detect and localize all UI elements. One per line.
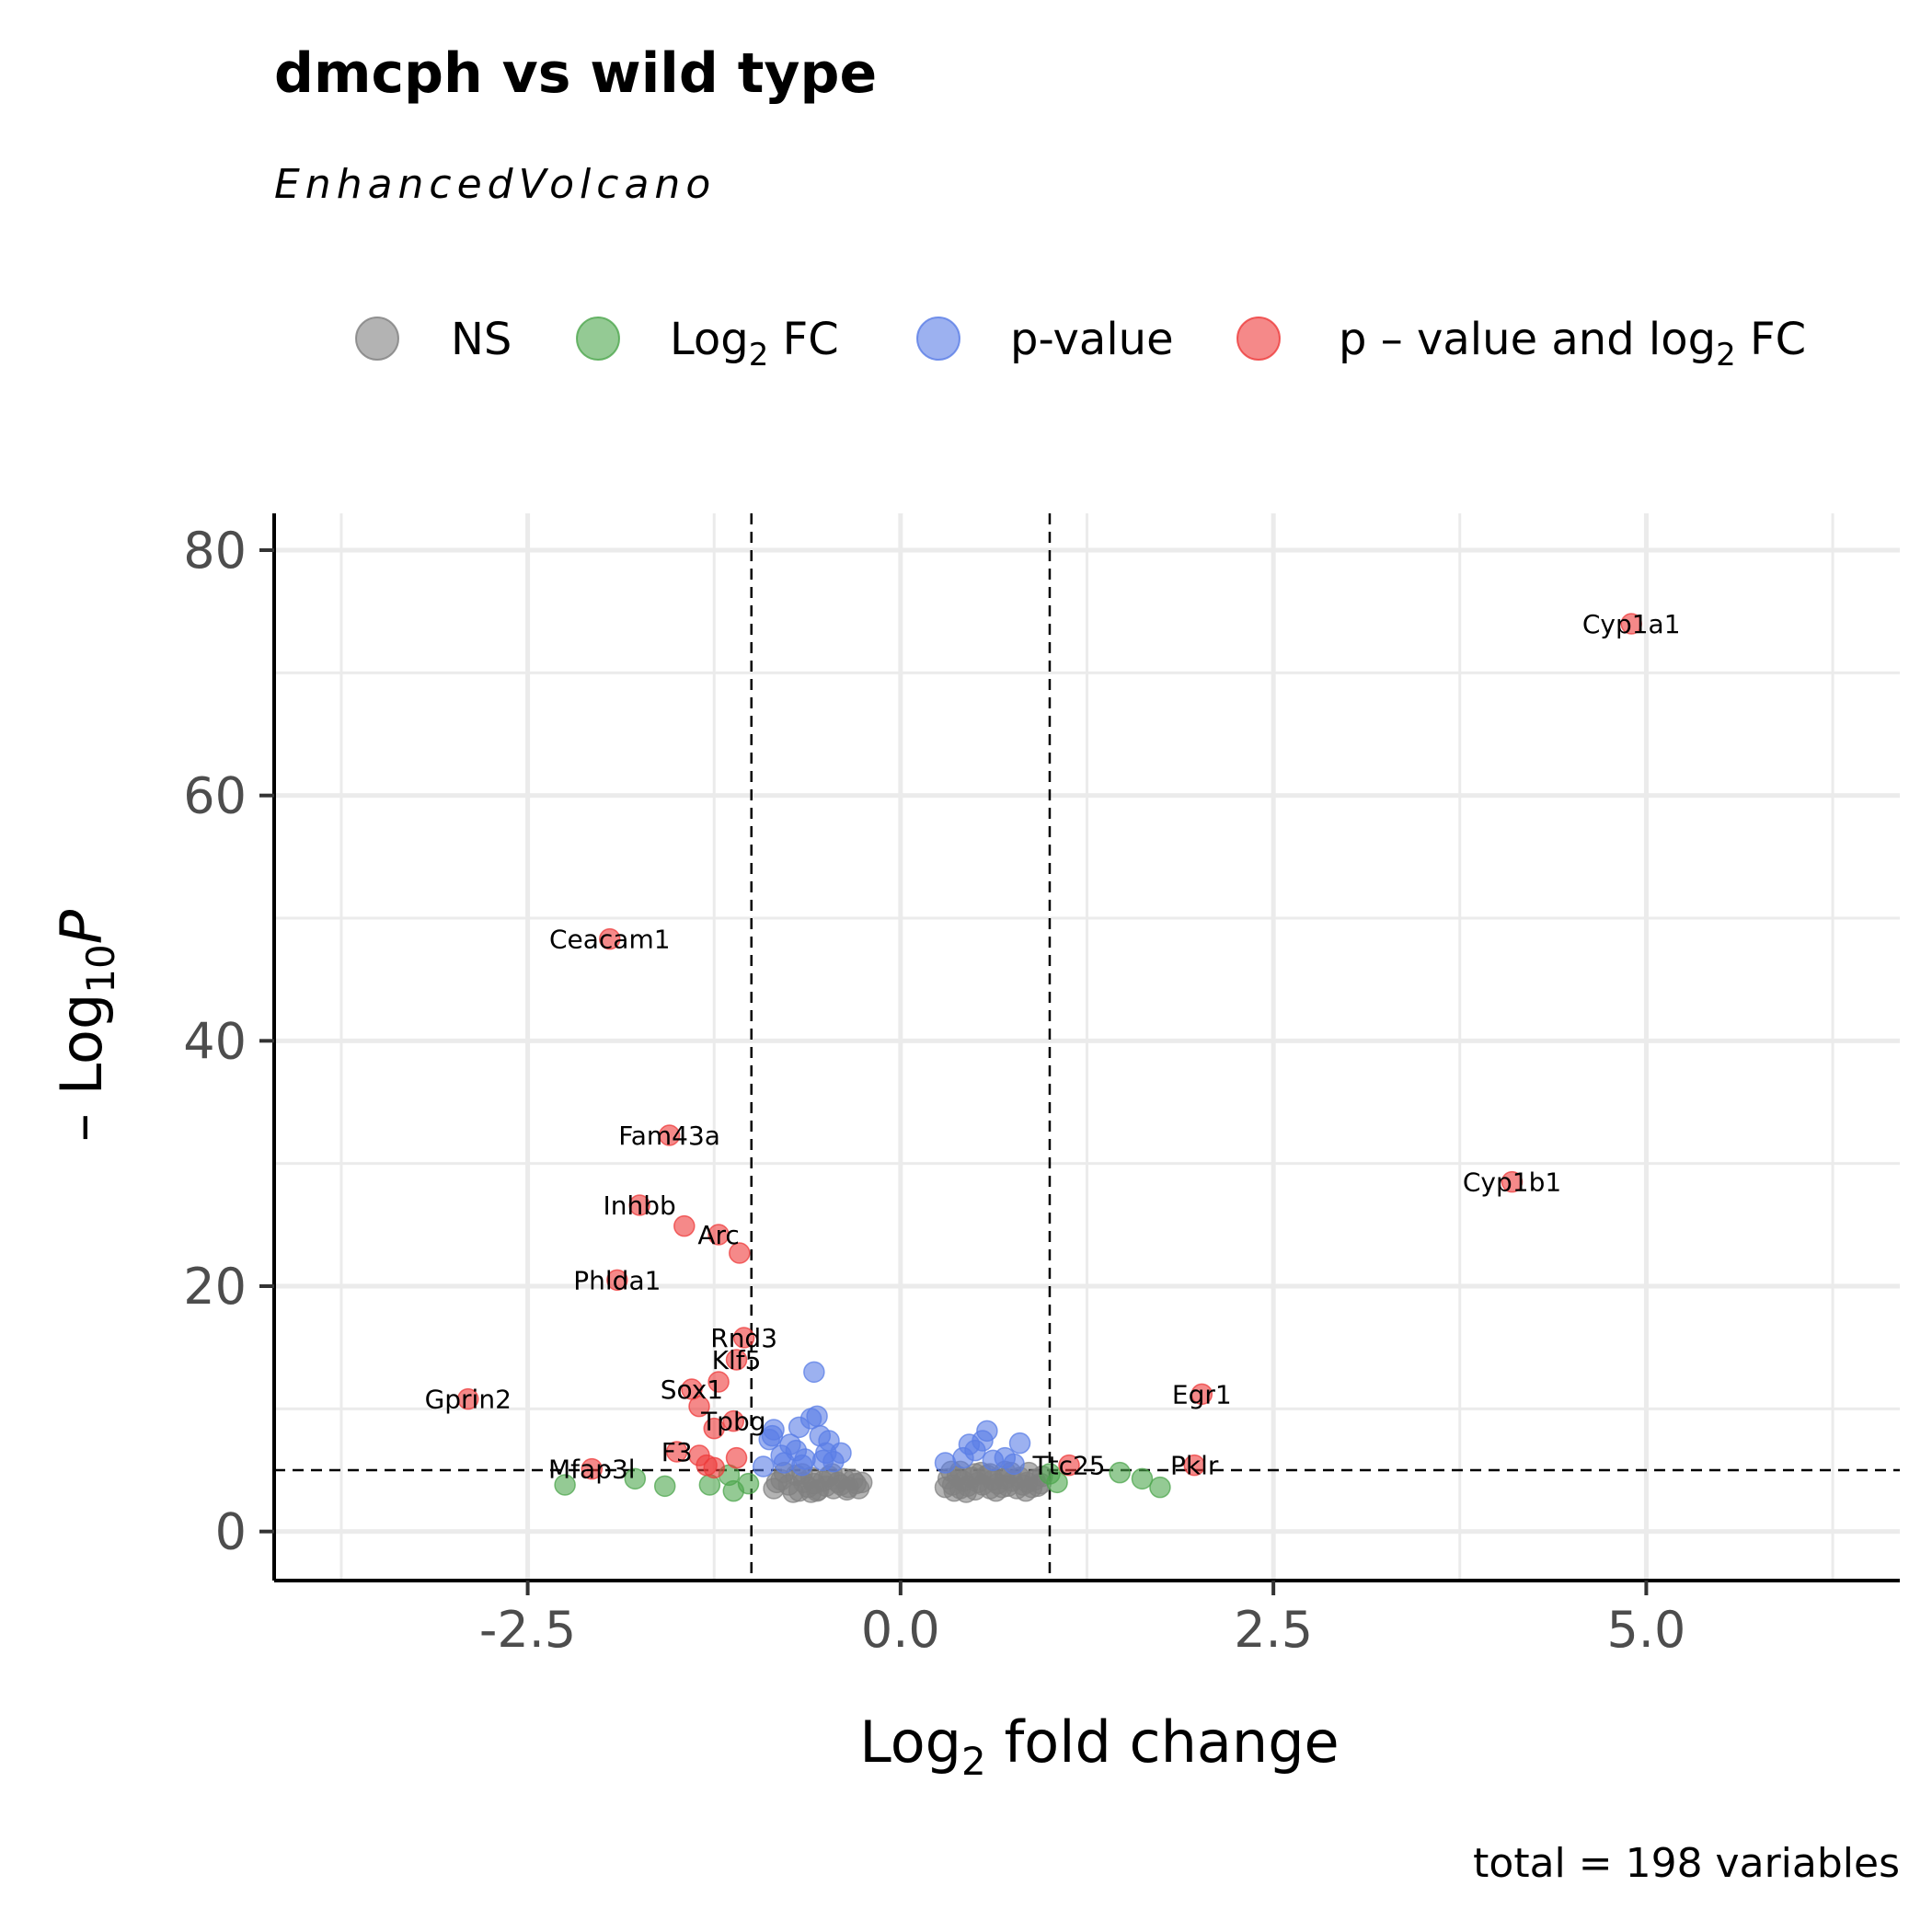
pvalue-point xyxy=(806,1405,828,1428)
pvalue-point xyxy=(1008,1432,1031,1455)
log2fc-point xyxy=(1109,1461,1131,1484)
log2fc-point xyxy=(1039,1463,1061,1485)
pvalue-and-log2fc-point xyxy=(707,1224,730,1246)
caption: total = 198 variables xyxy=(1473,1840,1900,1887)
log2fc-point xyxy=(737,1472,760,1495)
gene-label: Phlda1 xyxy=(573,1265,661,1295)
gene-label: Fam43a xyxy=(618,1121,720,1151)
legend-label: Log2 FC xyxy=(670,314,839,374)
pvalue-point xyxy=(752,1455,775,1478)
gene-label: Cyp1a1 xyxy=(1582,609,1681,639)
ns-point xyxy=(765,1471,788,1494)
pvalue-and-log2fc-point xyxy=(665,1441,688,1463)
pvalue-and-log2fc-point xyxy=(725,1446,748,1469)
pvalue-point xyxy=(1003,1453,1025,1476)
legend-label: p-value xyxy=(1010,314,1174,365)
pvalue-point xyxy=(791,1454,813,1477)
pvalue-and-log2fc-point xyxy=(688,1395,710,1418)
pvalue-point xyxy=(934,1452,957,1474)
gene-label: Pklr xyxy=(1170,1451,1219,1481)
pvalue-and-log2fc-point xyxy=(732,1327,755,1349)
pvalue-and-log2fc-point xyxy=(456,1387,479,1410)
pvalue-and-log2fc-point xyxy=(658,1124,681,1146)
y-tick-label: 20 xyxy=(183,1258,247,1316)
pvalue-and-log2fc-point xyxy=(598,927,621,950)
gene-label: Tpbg xyxy=(700,1407,765,1437)
gene-label: Inhbb xyxy=(604,1190,676,1221)
legend-key xyxy=(576,316,620,361)
ns-point xyxy=(943,1479,965,1502)
y-tick-label: 60 xyxy=(183,767,247,825)
gene-label: Egr1 xyxy=(1172,1379,1232,1409)
pvalue-and-log2fc-point xyxy=(673,1214,696,1237)
pvalue-and-log2fc-point xyxy=(1058,1454,1080,1477)
gene-labels: Cyp1a1 Cyp1b1 Ceacam1 Fam43a Inhbb Arc Phlda1 R… xyxy=(425,609,1681,1485)
legend: NS Log2 FC p-value p – value and log2 FC xyxy=(355,314,1806,374)
pvalue-point xyxy=(761,1424,784,1447)
legend-key xyxy=(916,316,960,361)
legend-label: NS xyxy=(451,314,512,365)
x-tick-label: 2.5 xyxy=(1234,1601,1313,1659)
y-tick-label: 80 xyxy=(183,522,247,580)
x-tick-label: 0.0 xyxy=(861,1601,940,1659)
pvalue-and-log2fc-point xyxy=(1183,1454,1205,1477)
axes: 0 20 40 60 80 -2.5 0.0 2.5 5.0 xyxy=(183,513,1900,1659)
gene-label: F3 xyxy=(661,1437,693,1467)
pvalue-point xyxy=(811,1449,834,1472)
legend-key xyxy=(1236,316,1281,361)
chart-title: dmcph vs wild type xyxy=(274,41,877,106)
grid xyxy=(274,513,1900,1581)
gene-label: Klf5 xyxy=(712,1345,762,1375)
gene-label: Gprin2 xyxy=(425,1385,512,1415)
pvalue-and-log2fc-point xyxy=(628,1194,650,1216)
gene-label: Sox1 xyxy=(661,1374,723,1405)
gene-label: Arc xyxy=(697,1220,739,1250)
x-tick-label: 5.0 xyxy=(1606,1601,1685,1659)
gene-label: Ttc25 xyxy=(1031,1451,1105,1481)
data-points xyxy=(456,613,1642,1503)
log2fc-point xyxy=(624,1467,647,1490)
legend-label: p – value and log2 FC xyxy=(1339,314,1806,374)
pvalue-and-log2fc-point xyxy=(1501,1170,1524,1193)
pvalue-and-log2fc-point xyxy=(1190,1383,1213,1406)
legend-pvalue-and-log2fc: p – value and log2 FC xyxy=(1236,314,1806,374)
pvalue-and-log2fc-point xyxy=(707,1371,730,1393)
chart-subtitle: EnhancedVolcano xyxy=(274,161,716,208)
pvalue-and-log2fc-point xyxy=(703,1417,725,1440)
legend-ns: NS xyxy=(355,314,512,365)
pvalue-and-log2fc-point xyxy=(606,1269,628,1292)
pvalue-and-log2fc-point xyxy=(722,1409,745,1432)
pvalue-and-log2fc-point xyxy=(1620,613,1642,635)
y-tick-label: 40 xyxy=(183,1012,247,1070)
gene-label: Ceacam1 xyxy=(549,925,671,955)
gene-label: Rnd3 xyxy=(710,1323,777,1353)
pvalue-and-log2fc-point xyxy=(729,1242,751,1264)
pvalue-point xyxy=(830,1442,852,1465)
x-tick-label: -2.5 xyxy=(479,1601,576,1659)
y-axis-title: – Log10P xyxy=(48,909,123,1142)
ns-point xyxy=(850,1471,873,1494)
cutoff-lines xyxy=(274,513,1900,1581)
legend-log2fc: Log2 FC xyxy=(576,314,839,374)
log2fc-point xyxy=(1131,1467,1154,1490)
legend-pvalue: p-value xyxy=(916,314,1174,365)
gene-label: Cyp1b1 xyxy=(1463,1167,1561,1198)
x-axis-title: Log2 fold change xyxy=(859,1708,1339,1784)
log2fc-point xyxy=(653,1475,676,1498)
gene-label: Mfap3l xyxy=(548,1455,636,1485)
log2fc-point xyxy=(554,1474,576,1496)
legend-key xyxy=(355,316,399,361)
log2fc-point xyxy=(1149,1476,1171,1499)
pvalue-point xyxy=(976,1420,998,1443)
y-tick-label: 0 xyxy=(215,1503,247,1561)
ns-point xyxy=(799,1481,822,1503)
pvalue-and-log2fc-point xyxy=(581,1457,604,1480)
pvalue-and-log2fc-point xyxy=(703,1456,725,1479)
pvalue-and-log2fc-point xyxy=(725,1349,748,1371)
pvalue-point xyxy=(803,1361,825,1384)
